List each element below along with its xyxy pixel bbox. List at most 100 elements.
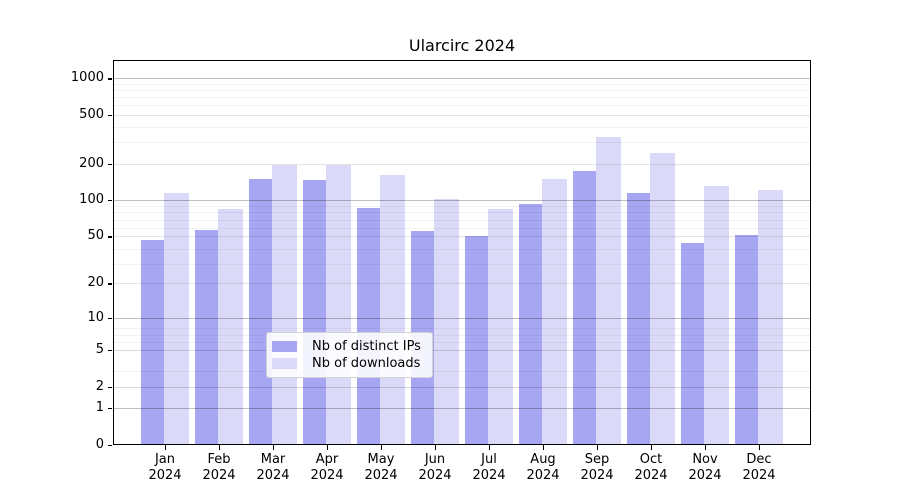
x-tick-label-year: 2024 [688,468,722,483]
x-tick-mark [434,445,436,450]
emphasized-gridline [113,408,811,410]
y-tick-mark [108,408,112,410]
x-tick-label-month: Aug [530,452,556,467]
bar-ips-apr [303,180,328,445]
y-tick-label: 20 [87,275,104,291]
minor-gridline [113,264,811,266]
bar-ips-jan [141,239,166,445]
y-tick-mark [108,445,112,447]
legend-label-distinct-ips: Nb of distinct IPs [312,339,421,354]
x-tick-label-year: 2024 [472,468,506,483]
x-tick-mark [758,445,760,450]
x-tick-label-year: 2024 [526,468,560,483]
bar-downloads-mar [272,164,297,445]
x-tick-label-month: Sep [584,452,610,467]
y-tick-label: 0 [95,437,104,452]
emphasized-gridline [113,317,811,319]
bar-downloads-jul [488,208,513,445]
x-tick-label-year: 2024 [364,468,398,483]
x-tick-label-month: Jun [424,452,446,467]
y-tick-mark [108,115,112,117]
y-tick-label: 50 [87,228,104,244]
x-tick-label-month: Jul [481,452,497,467]
plot-area [113,60,811,445]
legend-swatch-downloads [272,358,297,369]
minor-gridline [113,249,811,251]
x-tick-label-month: Apr [315,452,339,467]
legend-label-downloads: Nb of downloads [312,356,421,371]
minor-gridline [113,97,811,99]
x-tick-label: May 2024 [349,452,413,484]
y-tick-mark [108,386,112,388]
bar-ips-feb [195,229,220,445]
x-tick-label-month: Jan [154,452,176,467]
x-tick-mark [380,445,382,450]
x-tick-mark [272,445,274,450]
x-tick-label: Apr 2024 [295,452,359,484]
minor-gridline [113,219,811,221]
y-tick-label: 200 [79,155,104,171]
minor-gridline [113,127,811,129]
x-tick-mark [596,445,598,450]
x-tick-label-month: Mar [260,452,286,467]
minor-gridline [113,328,811,330]
minor-gridline [113,334,811,336]
bar-ips-sep [573,170,598,445]
x-tick-label: Jan 2024 [133,452,197,484]
x-tick-label: Dec 2024 [727,452,791,484]
x-tick-label: Jul 2024 [457,452,521,484]
bar-downloads-dec [758,190,783,445]
bar-downloads-nov [704,185,729,445]
bar-ips-aug [519,203,544,445]
major-gridline [113,115,811,117]
legend: Nb of distinct IPs Nb of downloads [266,332,433,378]
y-tick-label: 5 [95,341,104,357]
y-tick-mark [108,163,112,165]
y-tick-label: 1 [95,400,104,416]
minor-gridline [113,386,811,388]
bar-downloads-jun [434,198,459,445]
bar-ips-dec [735,235,760,445]
legend-item-downloads: Nb of downloads [272,355,421,372]
y-tick-mark [108,78,112,80]
x-tick-label-month: Nov [692,452,718,467]
bar-downloads-aug [542,179,567,445]
x-tick-label: Jun 2024 [403,452,467,484]
y-tick-mark [108,283,112,285]
bar-ips-mar [249,179,274,445]
y-tick-label: 500 [79,107,104,123]
legend-item-distinct-ips: Nb of distinct IPs [272,338,421,355]
x-tick-mark [326,445,328,450]
x-tick-label-month: May [367,452,395,467]
x-tick-label-year: 2024 [634,468,668,483]
x-tick-label: Sep 2024 [565,452,629,484]
bar-downloads-sep [596,137,621,445]
y-tick-label: 2 [95,378,104,394]
x-tick-label: Feb 2024 [187,452,251,484]
x-tick-label-month: Oct [639,452,663,467]
minor-gridline [113,227,811,229]
emphasized-gridline [113,78,811,80]
x-tick-label-year: 2024 [418,468,452,483]
bar-downloads-feb [218,209,243,445]
x-tick-label-year: 2024 [580,468,614,483]
y-tick-mark [108,349,112,352]
minor-gridline [113,349,811,351]
major-gridline [113,236,811,238]
y-tick-mark [108,317,112,319]
x-tick-mark [488,445,490,450]
bar-ips-may [357,207,382,445]
minor-gridline [113,142,811,144]
bar-ips-nov [681,242,706,445]
x-tick-label-year: 2024 [742,468,776,483]
x-tick-label: Mar 2024 [241,452,305,484]
chart-title: Ularcirc 2024 [408,36,516,55]
x-tick-label: Oct 2024 [619,452,683,484]
x-tick-mark [542,445,544,450]
y-tick-mark [108,236,112,238]
major-gridline [113,283,811,285]
bar-downloads-jan [164,193,189,445]
major-gridline [113,349,811,351]
legend-swatch-distinct-ips [272,341,297,352]
